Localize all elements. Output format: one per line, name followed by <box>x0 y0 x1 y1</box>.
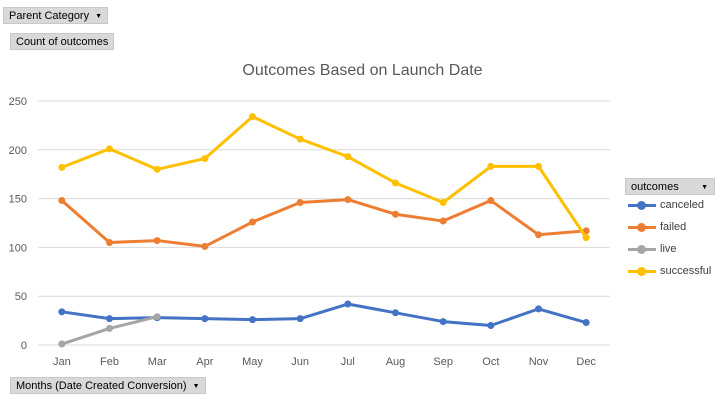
data-point-successful <box>296 135 304 143</box>
data-point-failed <box>535 231 542 239</box>
x-tick-label: May <box>242 356 263 368</box>
data-point-canceled <box>392 309 399 317</box>
legend-marker-icon <box>637 267 646 276</box>
data-point-canceled <box>487 321 495 329</box>
data-point-failed <box>296 199 304 207</box>
series-line-failed <box>60 198 588 248</box>
data-point-canceled <box>106 315 113 323</box>
y-tick-label: 150 <box>9 194 27 206</box>
data-point-successful <box>344 153 352 161</box>
data-point-failed <box>392 210 399 218</box>
x-tick-label: Aug <box>386 356 406 368</box>
data-point-successful <box>392 179 399 187</box>
outcomes-legend-label: outcomes <box>631 181 679 193</box>
legend-item-successful: successful <box>625 261 715 283</box>
data-point-live <box>153 313 161 321</box>
y-tick-label: 0 <box>21 340 27 352</box>
x-tick-label: Nov <box>529 356 549 368</box>
data-point-successful <box>249 113 256 121</box>
data-point-failed <box>106 239 113 247</box>
x-tick-label: Dec <box>576 356 596 368</box>
count-of-outcomes-label: Count of outcomes <box>16 36 109 48</box>
dropdown-arrow-icon: ▼ <box>701 184 708 191</box>
data-point-canceled <box>296 315 304 323</box>
data-point-successful <box>487 162 495 170</box>
data-point-failed <box>153 237 161 245</box>
count-of-outcomes-button[interactable]: Count of outcomes <box>10 33 115 50</box>
legend-label: canceled <box>660 199 705 211</box>
data-point-successful <box>201 155 209 163</box>
legend-item-failed: failed <box>625 217 715 239</box>
x-tick-label: Jul <box>341 356 355 368</box>
legend-marker-icon <box>637 223 646 232</box>
parent-category-filter-button[interactable]: Parent Category ▼ <box>3 7 109 24</box>
parent-category-label: Parent Category <box>9 10 90 22</box>
data-point-canceled <box>535 305 542 313</box>
data-point-successful <box>58 163 66 171</box>
data-point-successful <box>535 162 542 170</box>
y-tick-label: 250 <box>9 96 27 108</box>
data-point-failed <box>201 242 209 250</box>
chart-title: Outcomes Based on Launch Date <box>242 62 483 79</box>
data-point-canceled <box>201 315 209 323</box>
data-point-failed <box>58 197 66 205</box>
data-point-failed <box>344 196 352 204</box>
x-tick-label: Jan <box>53 356 71 368</box>
legend-marker-icon <box>637 201 646 210</box>
y-tick-label: 100 <box>9 242 27 254</box>
legend-marker-icon <box>637 245 646 254</box>
legend-label: failed <box>660 221 687 233</box>
data-point-successful <box>106 145 113 153</box>
legend-item-canceled: canceled <box>625 195 715 217</box>
legend-label: successful <box>660 265 712 277</box>
outcomes-legend-filter-button[interactable]: outcomes ▼ <box>625 178 715 195</box>
x-tick-label: Feb <box>100 356 119 368</box>
data-point-failed <box>439 217 447 225</box>
data-point-live <box>58 340 66 348</box>
data-point-canceled <box>439 318 447 326</box>
chart-legend: outcomes ▼ canceled failed live successful <box>625 178 715 283</box>
data-point-live <box>106 324 113 332</box>
data-point-failed <box>249 218 256 226</box>
dropdown-arrow-icon: ▼ <box>95 13 103 20</box>
x-tick-label: Oct <box>482 356 499 368</box>
data-point-canceled <box>58 308 66 316</box>
data-point-successful <box>582 234 590 242</box>
months-axis-field-label: Months (Date Created Conversion) <box>16 380 187 392</box>
series-line-successful <box>60 115 588 240</box>
data-point-canceled <box>344 300 352 308</box>
data-point-canceled <box>249 316 256 324</box>
data-point-canceled <box>582 319 590 327</box>
x-tick-label: Sep <box>433 356 453 368</box>
data-point-failed <box>487 197 495 205</box>
x-tick-label: Mar <box>148 356 167 368</box>
y-tick-label: 200 <box>9 145 27 157</box>
dropdown-arrow-icon: ▼ <box>192 383 200 390</box>
data-point-successful <box>153 165 161 173</box>
x-tick-label: Jun <box>291 356 309 368</box>
data-point-successful <box>439 199 447 207</box>
x-tick-label: Apr <box>196 356 213 368</box>
months-axis-field-button[interactable]: Months (Date Created Conversion) ▼ <box>10 377 206 394</box>
y-tick-label: 50 <box>15 291 27 303</box>
legend-label: live <box>660 243 677 255</box>
legend-item-live: live <box>625 239 715 261</box>
